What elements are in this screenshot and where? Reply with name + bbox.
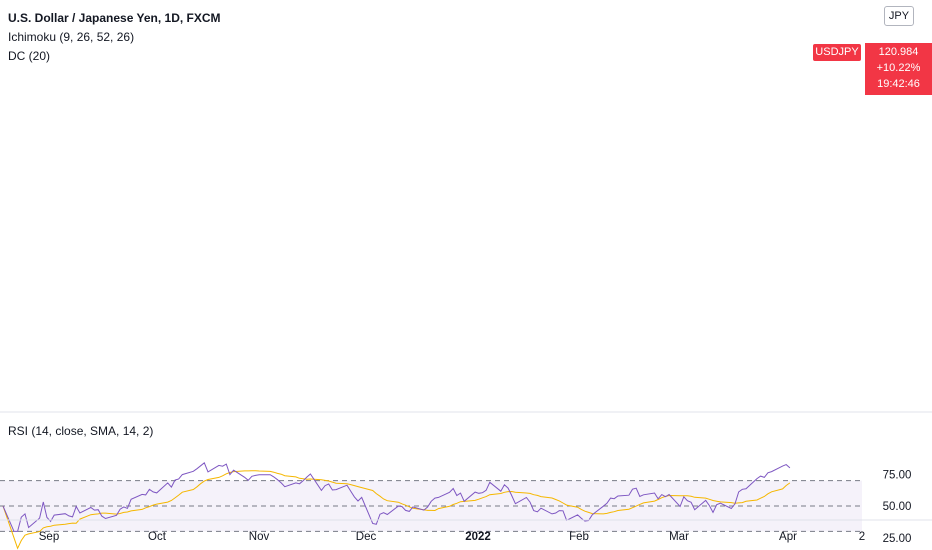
symbol-tag: USDJPY (813, 44, 861, 61)
rsi-tick-label: 50.00 (883, 501, 912, 513)
rsi-tick-label: 75.00 (883, 469, 912, 481)
rsi-legend[interactable]: RSI (14, close, SMA, 14, 2) (8, 424, 154, 438)
last-price-value: 120.984 (878, 46, 919, 58)
last-price-label: 120.984 +10.22% 19:42:46 (865, 43, 932, 95)
bar-countdown: 19:42:46 (877, 78, 920, 90)
rsi-band (0, 480, 862, 532)
rsi-tick-label: 25.00 (883, 533, 912, 545)
rsi-line (2, 461, 791, 532)
last-price-change: +10.22% (876, 62, 921, 74)
x-tick-label: 2022 (465, 531, 491, 543)
x-tick-label: Feb (569, 531, 589, 543)
ichimoku-legend[interactable]: Ichimoku (9, 26, 52, 26) (8, 30, 135, 44)
x-tick-label: Apr (779, 531, 797, 543)
rsi-pane (0, 461, 862, 550)
chart-title[interactable]: U.S. Dollar / Japanese Yen, 1D, FXCM (8, 11, 221, 25)
x-tick-label: Dec (356, 531, 377, 543)
x-tick-label: Oct (148, 531, 167, 543)
x-tick-label: Mar (669, 531, 689, 543)
grid-lines (0, 411, 932, 413)
x-tick-label: Nov (249, 531, 270, 543)
x-tick-label: Sep (39, 531, 59, 543)
x-tick-label: 2 (859, 531, 865, 543)
donchian-legend[interactable]: DC (20) (8, 49, 51, 63)
currency-button[interactable]: JPY (884, 6, 914, 26)
rsi-ma-line (2, 470, 791, 550)
